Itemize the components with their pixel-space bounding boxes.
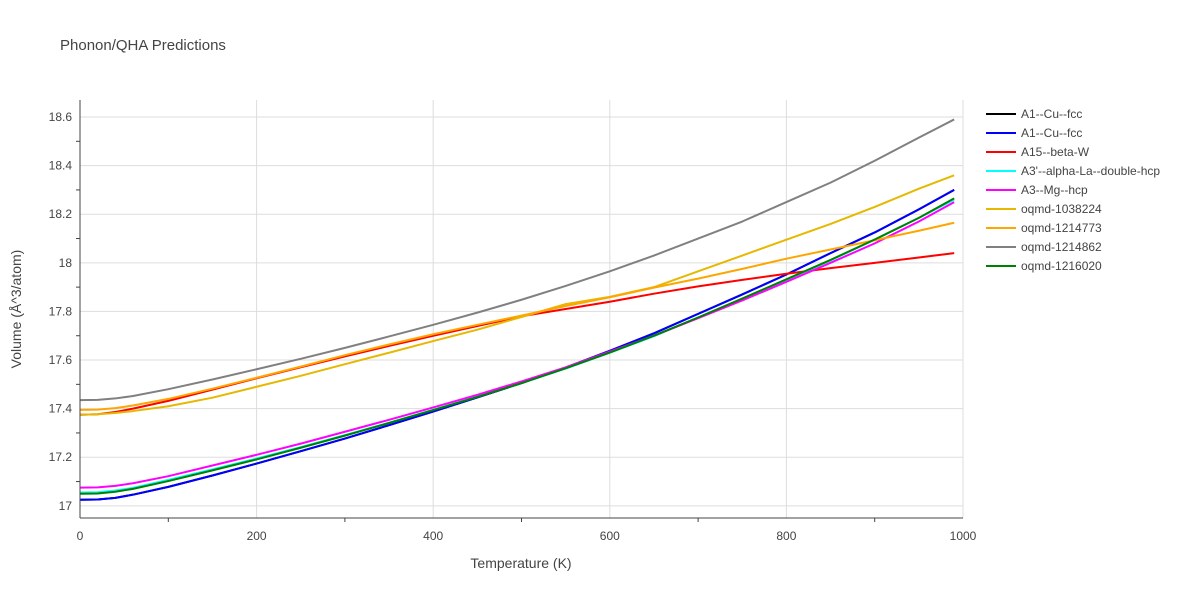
legend-label: oqmd-1214862 <box>1021 240 1102 254</box>
legend-label: A3'--alpha-La--double-hcp <box>1021 164 1160 178</box>
legend-label: A15--beta-W <box>1021 145 1090 159</box>
legend-label: A1--Cu--fcc <box>1021 107 1082 121</box>
legend-item[interactable]: A3'--alpha-La--double-hcp <box>986 164 1160 178</box>
y-tick-label: 18.6 <box>49 110 73 124</box>
legend-item[interactable]: A15--beta-W <box>986 145 1090 159</box>
y-axis-title: Volume (Å^3/atom) <box>8 250 24 369</box>
y-tick-label: 18.4 <box>49 159 73 173</box>
x-tick-label: 200 <box>247 529 267 543</box>
legend-item[interactable]: oqmd-1216020 <box>986 259 1102 273</box>
legend[interactable]: A1--Cu--fcc A1--Cu--fcc A15--beta-W A3'--al… <box>986 107 1160 273</box>
series-line-oqmd-1038224-5[interactable] <box>79 174 955 416</box>
y-tick-label: 17.6 <box>49 353 73 367</box>
legend-item[interactable]: A3--Mg--hcp <box>986 183 1088 197</box>
x-tick-label: 600 <box>600 529 620 543</box>
grid-lines <box>80 100 964 518</box>
legend-label: A3--Mg--hcp <box>1021 183 1088 197</box>
series-line-a1-cu-fcc-1[interactable] <box>79 189 955 501</box>
x-tick-label: 1000 <box>950 529 977 543</box>
series-line-a15-beta-w-2[interactable] <box>79 252 955 416</box>
series-line-oqmd-1214862-7[interactable] <box>79 118 955 402</box>
y-tick-label: 17.8 <box>49 304 73 318</box>
x-tick-label: 800 <box>776 529 796 543</box>
y-tick-label: 18 <box>59 256 73 270</box>
x-tick-label: 400 <box>423 529 443 543</box>
y-tick-label: 18.2 <box>49 207 73 221</box>
series-line-a1-cu-fcc-0[interactable] <box>79 189 955 501</box>
y-tick-label: 17.2 <box>49 450 73 464</box>
x-axis-title: Temperature (K) <box>470 555 571 571</box>
series-line-oqmd-1214773-6[interactable] <box>79 221 955 411</box>
plot-area[interactable] <box>79 118 955 501</box>
legend-label: oqmd-1038224 <box>1021 202 1102 216</box>
series-line-a3-mg-hcp-4[interactable] <box>79 201 955 489</box>
y-tick-label: 17.4 <box>49 402 73 416</box>
series-line-a3-alpha-la-double-hcp-3[interactable] <box>79 198 955 494</box>
legend-label: oqmd-1214773 <box>1021 221 1102 235</box>
legend-label: A1--Cu--fcc <box>1021 126 1082 140</box>
legend-item[interactable]: oqmd-1214773 <box>986 221 1102 235</box>
legend-label: oqmd-1216020 <box>1021 259 1102 273</box>
chart-title: Phonon/QHA Predictions <box>60 37 226 54</box>
legend-item[interactable]: oqmd-1214862 <box>986 240 1102 254</box>
x-tick-label: 0 <box>77 529 84 543</box>
legend-item[interactable]: A1--Cu--fcc <box>986 107 1082 121</box>
series-line-oqmd-1216020-8[interactable] <box>79 197 955 495</box>
axes: 0 200 400 600 800 1000 17 17.2 17.4 17.6 17.8 18 18.… <box>49 100 977 543</box>
legend-item[interactable]: oqmd-1038224 <box>986 202 1102 216</box>
y-tick-label: 17 <box>59 499 73 513</box>
legend-item[interactable]: A1--Cu--fcc <box>986 126 1082 140</box>
